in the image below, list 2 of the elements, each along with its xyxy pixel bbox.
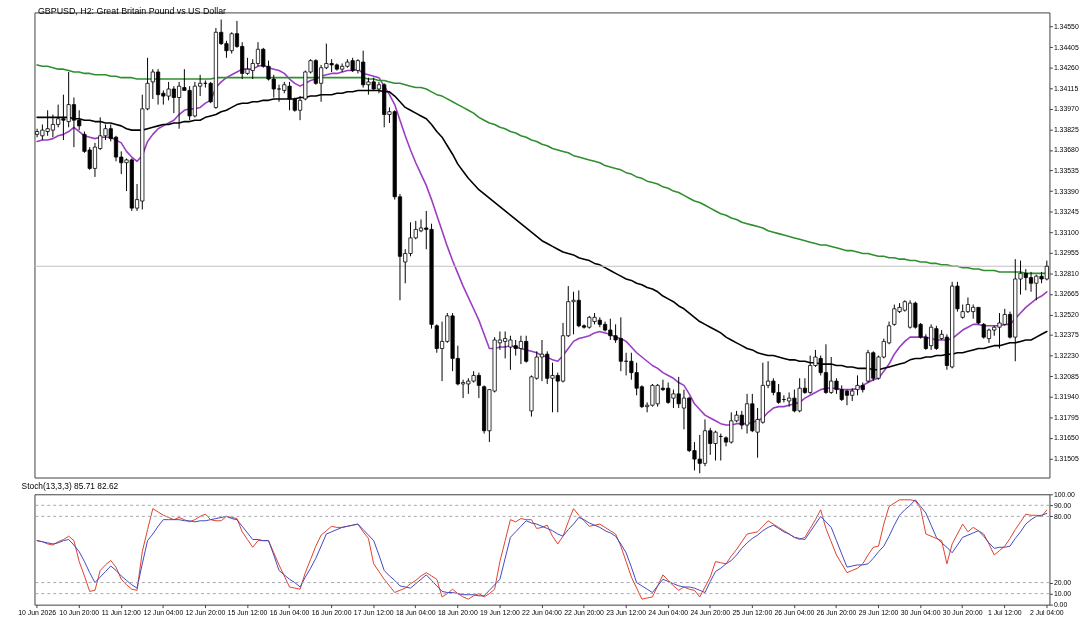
chart-title: GBPUSD, H2: Great Britain Pound vs US Dollar xyxy=(37,6,227,17)
chart-title: Stoch(13,3,3) 85.71 82.62 xyxy=(21,481,119,492)
